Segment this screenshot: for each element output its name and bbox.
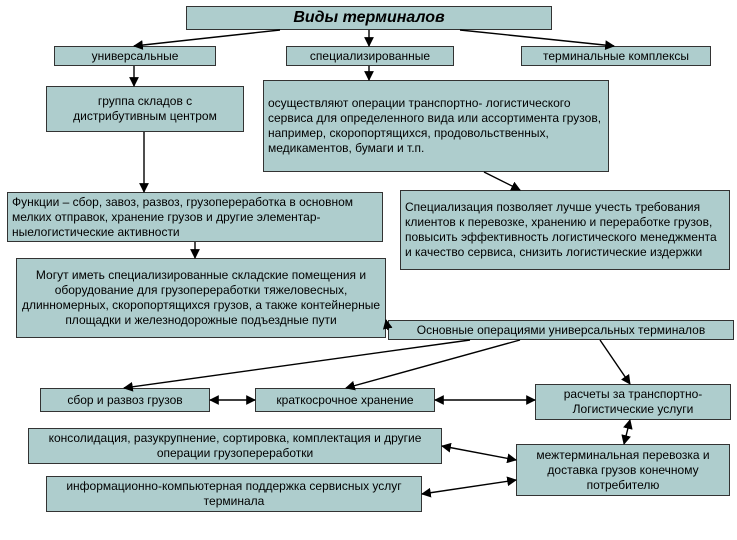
- node-short-label: краткосрочное хранение: [260, 393, 430, 408]
- node-collect: сбор и развоз грузов: [40, 388, 210, 412]
- node-collect-label: сбор и развоз грузов: [45, 393, 205, 408]
- node-inter: межтерминальная перевозка и доставка гру…: [516, 444, 730, 496]
- node-title: Виды терминалов: [186, 6, 552, 30]
- node-group-label: группа складов с дистрибутивным центром: [51, 94, 239, 124]
- node-spec2-label: Специализация позволяет лучше учесть тре…: [405, 200, 725, 260]
- node-universal-label: универсальные: [59, 49, 211, 64]
- node-calc: расчеты за транспортно- Логистические ус…: [535, 384, 731, 420]
- node-calc-label: расчеты за транспортно- Логистические ус…: [540, 387, 726, 417]
- node-mainops-label: Основные операциями универсальных термин…: [393, 323, 729, 338]
- node-consol: консолидация, разукрупнение, сортировка,…: [28, 428, 442, 464]
- node-complex: терминальные комплексы: [521, 46, 711, 66]
- node-mayhave-label: Могут иметь специализированные складские…: [21, 268, 381, 328]
- node-funcs: Функции – сбор, завоз, развоз, грузопере…: [7, 192, 383, 242]
- node-mayhave: Могут иметь специализированные складские…: [16, 258, 386, 338]
- node-universal: универсальные: [54, 46, 216, 66]
- node-complex-label: терминальные комплексы: [526, 49, 706, 64]
- node-funcs-label: Функции – сбор, завоз, развоз, грузопере…: [12, 195, 378, 240]
- edge-title-bot-r-complex-top: [460, 30, 614, 46]
- node-info-label: информационно-компьютерная поддержка сер…: [51, 479, 417, 509]
- node-special-label: специализированные: [291, 49, 449, 64]
- edge-calc-b-inter-t: [624, 420, 630, 444]
- edge-mainops-b3-calc-t: [600, 340, 630, 384]
- node-group: группа складов с дистрибутивным центром: [46, 86, 244, 132]
- node-special: специализированные: [286, 46, 454, 66]
- node-ops: осуществляют операции транспортно- логис…: [263, 80, 609, 172]
- edge-ops-bot-spec2-top: [484, 172, 520, 190]
- edge-mainops-b2-short-t: [346, 340, 520, 388]
- edge-title-bot-l-universal-top: [134, 30, 280, 46]
- edge-info-r-inter-bl: [422, 480, 516, 494]
- node-ops-label: осуществляют операции транспортно- логис…: [268, 96, 604, 156]
- node-info: информационно-компьютерная поддержка сер…: [46, 476, 422, 512]
- node-short: краткосрочное хранение: [255, 388, 435, 412]
- node-consol-label: консолидация, разукрупнение, сортировка,…: [33, 431, 437, 461]
- node-title-label: Виды терминалов: [191, 8, 547, 28]
- edge-consol-r-inter-l: [442, 446, 516, 460]
- node-spec2: Специализация позволяет лучше учесть тре…: [400, 190, 730, 270]
- node-inter-label: межтерминальная перевозка и доставка гру…: [521, 448, 725, 493]
- node-mainops: Основные операциями универсальных термин…: [388, 320, 734, 340]
- edge-mainops-b1-collect-t: [124, 340, 470, 388]
